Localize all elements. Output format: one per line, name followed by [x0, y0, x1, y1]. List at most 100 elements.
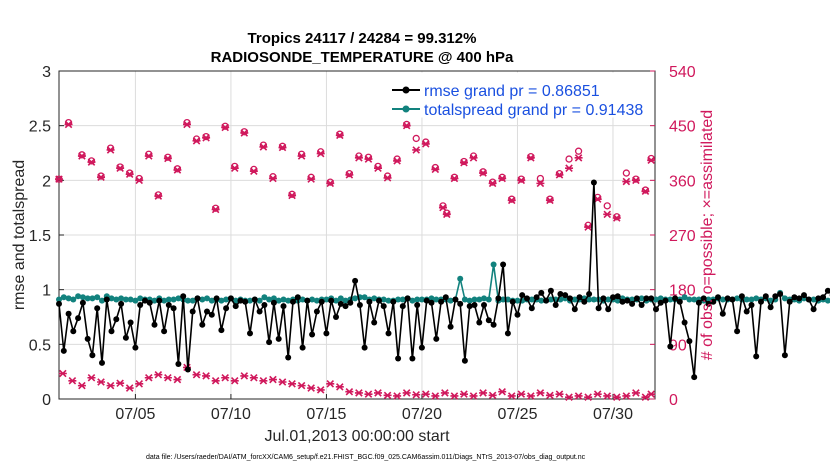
- obs-assimilated-marker: [545, 196, 554, 205]
- rmse-point: [223, 305, 230, 312]
- rmse-point: [199, 321, 206, 328]
- totalspread-point: [471, 296, 478, 303]
- obs-assimilated-marker: [647, 390, 656, 398]
- totalspread-point: [89, 295, 96, 302]
- totalspread-point: [199, 296, 206, 303]
- obs-possible-marker: [278, 142, 287, 150]
- rmse-point: [514, 311, 521, 318]
- obs-possible-marker: [231, 162, 239, 171]
- obs-assimilated-marker: [469, 154, 478, 162]
- obs-assimilated-marker: [144, 152, 153, 160]
- rmse-point: [719, 310, 726, 317]
- legend-box: [387, 72, 655, 118]
- obs-assimilated-marker: [498, 174, 507, 183]
- rmse-point: [137, 302, 144, 308]
- rmse-point: [404, 295, 411, 302]
- obs-possible-marker: [269, 173, 277, 181]
- totalspread-point: [824, 297, 830, 304]
- obs-assimilated-marker: [555, 171, 564, 179]
- obs-assimilated-marker: [555, 390, 564, 398]
- totalspread-point: [261, 294, 268, 301]
- obs-assimilated-marker: [249, 167, 258, 175]
- totalspread-point: [719, 296, 726, 303]
- rmse-point: [815, 295, 822, 302]
- rmse-point: [132, 344, 139, 351]
- obs-assimilated-marker: [603, 210, 612, 219]
- obs-assimilated-marker: [268, 375, 277, 384]
- obs-assimilated-marker: [202, 372, 211, 380]
- totalspread-point: [810, 296, 817, 303]
- obs-possible-marker: [460, 157, 468, 166]
- rmse-point: [75, 315, 82, 322]
- totalspread-point: [118, 295, 125, 302]
- rmse-point: [280, 303, 287, 310]
- rmse-point: [423, 297, 430, 304]
- totalspread-point: [380, 296, 387, 303]
- obs-possible-marker: [183, 118, 191, 127]
- totalspread-point: [337, 295, 344, 302]
- obs-assimilated-marker: [316, 386, 325, 394]
- rmse-point: [65, 310, 72, 317]
- rmse-point: [266, 339, 273, 346]
- obs-assimilated-marker: [479, 169, 488, 177]
- obs-possible-marker: [221, 122, 229, 130]
- obs-possible-marker: [135, 174, 143, 183]
- obs-possible-marker: [613, 213, 621, 221]
- totalspread-point: [586, 296, 593, 303]
- rmse-point: [237, 297, 244, 304]
- x-tick-label: 07/05: [115, 406, 155, 423]
- rmse-point: [227, 295, 234, 302]
- y-axis-right-ticks: 0 90 180 270 360 450 540: [650, 64, 696, 409]
- y-axis-label: rmse and totalspread: [11, 160, 28, 310]
- rmse-point: [581, 298, 588, 305]
- obs-assimilated-marker: [335, 383, 344, 391]
- rmse-point: [323, 330, 330, 337]
- rmse-point: [781, 352, 788, 359]
- rmse-point: [99, 359, 105, 366]
- totalspread-point: [657, 295, 664, 302]
- rmse-point: [304, 297, 311, 304]
- rmse-point: [356, 302, 363, 308]
- obs-possible-marker: [240, 128, 248, 136]
- x-tick-label: 07/20: [402, 406, 442, 423]
- rmse-point: [504, 330, 511, 337]
- totalspread-point: [528, 296, 535, 303]
- rmse-point: [490, 321, 497, 328]
- rmse-point: [657, 299, 664, 306]
- obs-possible-marker: [603, 202, 611, 210]
- rmse-point: [686, 338, 693, 345]
- obs-assimilated-marker: [202, 134, 211, 142]
- y-tick-label: 1.5: [29, 228, 51, 245]
- rmse-point: [743, 308, 750, 315]
- rmse-point: [524, 295, 530, 302]
- obs-assimilated-marker: [316, 149, 325, 158]
- rmse-point: [729, 296, 736, 303]
- obs-assimilated-marker: [631, 389, 640, 397]
- obs-assimilated-marker: [221, 123, 230, 132]
- rmse-point: [208, 311, 215, 318]
- totalspread-point: [232, 297, 239, 304]
- rmse-point: [624, 297, 631, 304]
- obs-assimilated-marker: [278, 378, 287, 386]
- obs-assimilated-marker: [163, 154, 172, 163]
- totalspread-point: [686, 296, 693, 303]
- obs-assimilated-marker: [412, 146, 421, 154]
- rmse-point: [113, 316, 120, 323]
- totalspread-point: [547, 296, 554, 303]
- obs-possible-marker: [431, 163, 439, 172]
- obs-assimilated-marker: [641, 187, 650, 196]
- rmse-point: [614, 293, 621, 300]
- rmse-point: [371, 319, 378, 326]
- obs-assimilated-marker: [345, 171, 354, 179]
- rmse-point: [399, 303, 406, 310]
- rmse-point: [251, 296, 258, 303]
- rmse-point: [213, 295, 220, 302]
- obs-assimilated-marker: [584, 223, 593, 231]
- rmse-point: [552, 302, 559, 308]
- rmse-point: [232, 303, 239, 310]
- rmse-point: [519, 292, 526, 299]
- rmse-point: [633, 295, 640, 302]
- obs-assimilated-marker: [154, 370, 163, 379]
- rmse-point: [810, 306, 817, 313]
- totalspread-point: [247, 297, 253, 304]
